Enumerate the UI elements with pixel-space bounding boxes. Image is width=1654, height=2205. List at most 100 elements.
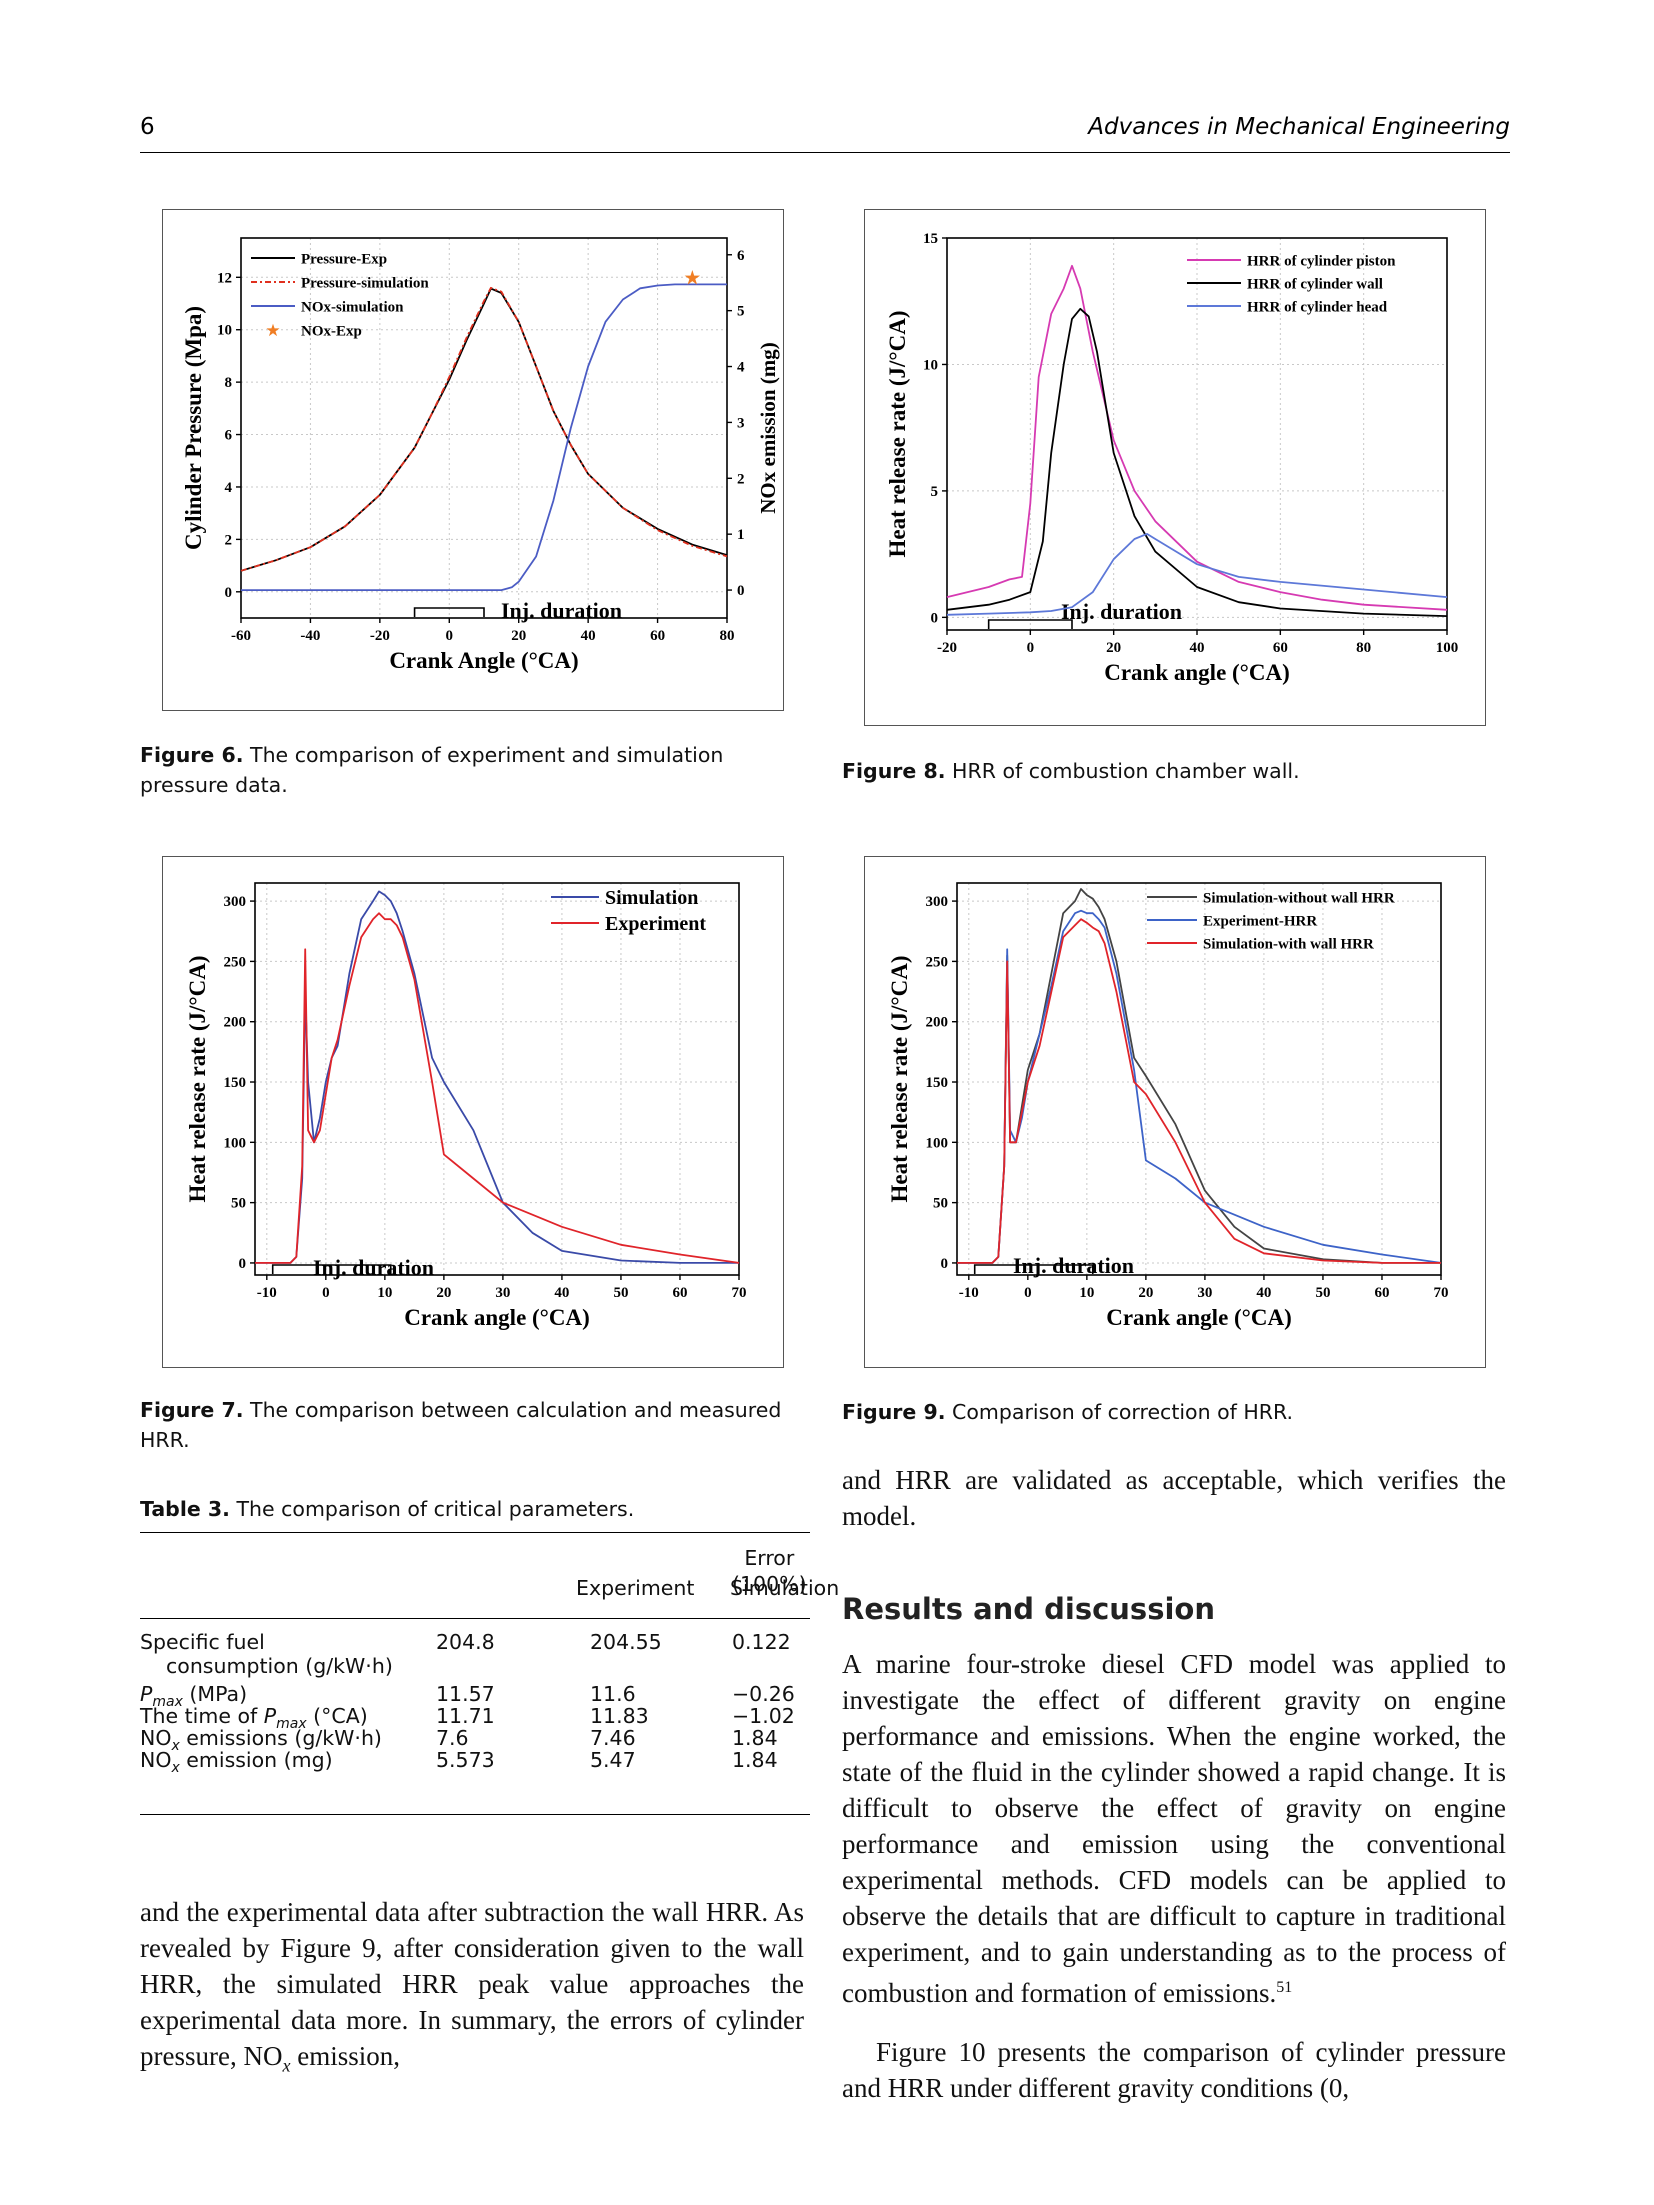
x-axis-label: Crank Angle (°CA) (389, 648, 578, 673)
y-tick-label: 2 (225, 532, 233, 548)
figure-6-caption-label: Figure 6. (140, 743, 244, 767)
figure-9: -10 0 10 20 30 40 50 60 70 0 50 100 150 200 250 300 Cran… (864, 856, 1486, 1368)
x-axis-label: Crank angle (°CA) (1106, 1305, 1292, 1330)
y-tick-label: 0 (941, 1256, 949, 1272)
table-cell-exp: 7.6 (436, 1726, 469, 1750)
y2-axis-label: NOx emission (mg) (756, 342, 780, 514)
x-tick-label: 20 (1106, 640, 1121, 656)
table-cell-exp: 5.573 (436, 1748, 495, 1772)
table-bottom-rule (140, 1814, 810, 1815)
x-tick-label: 60 (650, 628, 665, 644)
figure-7-caption-text: The comparison between calculation and m… (140, 1398, 782, 1452)
table-cell-sim: 204.55 (590, 1630, 662, 1654)
table-cell-err: 1.84 (732, 1748, 778, 1772)
table-header-simulation: Simulation (730, 1576, 840, 1600)
left-paragraph-subscript: x (282, 2055, 291, 2076)
figure-7-caption: Figure 7. The comparison between calcula… (140, 1395, 800, 1455)
page-header: 6 Advances in Mechanical Engineering (140, 114, 1510, 153)
y-axis-label: Cylinder Pressure (Mpa) (181, 306, 206, 550)
left-paragraph-text: and the experimental data after subtract… (140, 1897, 804, 2071)
table-header-error: Error (100%) (732, 1546, 807, 1596)
x-tick-label: 0 (1027, 640, 1035, 656)
legend-marker: ★ (265, 321, 280, 341)
y-tick-label: 0 (225, 585, 233, 601)
legend-label: NOx-Exp (301, 323, 362, 339)
x-tick-label: 30 (1197, 1285, 1212, 1301)
figure-9-caption-label: Figure 9. (842, 1400, 946, 1424)
y-tick-label: 150 (926, 1075, 949, 1091)
y-axis-label: Heat release rate (J/°CA) (885, 311, 910, 558)
table-row-label: Pmax (MPa) (140, 1682, 248, 1711)
y-tick-label: 12 (217, 270, 232, 286)
x-tick-label: 40 (554, 1285, 569, 1301)
figure-6-caption-text: The comparison of experiment and simulat… (140, 743, 724, 797)
table-cell-exp: 11.71 (436, 1704, 495, 1728)
figure-9-caption: Figure 9. Comparison of correction of HR… (842, 1397, 1502, 1427)
left-paragraph-end: emission, (290, 2041, 400, 2071)
x-tick-label: 30 (495, 1285, 510, 1301)
legend-label: Simulation-with wall HRR (1203, 936, 1374, 952)
x-tick-label: 70 (732, 1285, 747, 1301)
legend-label: Pressure-Exp (301, 251, 387, 267)
y2-tick-label: 3 (737, 415, 745, 431)
injection-bracket (413, 607, 485, 617)
y2-tick-label: 6 (737, 248, 745, 264)
y-tick-label: 5 (931, 484, 939, 500)
right-paragraph-1-ref: 51 (1276, 1979, 1293, 1996)
table-cell-exp: 11.57 (436, 1682, 495, 1706)
right-paragraph-2-text: Figure 10 presents the comparison of cyl… (842, 2037, 1506, 2103)
table-3-caption: Table 3. The comparison of critical para… (140, 1494, 810, 1524)
figure-8-caption-text: HRR of combustion chamber wall. (952, 759, 1300, 783)
y-tick-label: 100 (926, 1135, 949, 1151)
injection-bracket (973, 1264, 1094, 1274)
series-marker: ★ (683, 266, 701, 290)
y-tick-label: 300 (926, 894, 949, 910)
series-line-2 (241, 283, 727, 592)
table-cell-sim: 7.46 (590, 1726, 636, 1750)
table-top-rule (140, 1532, 810, 1533)
y-tick-label: 15 (923, 231, 938, 247)
x-tick-label: 70 (1434, 1285, 1449, 1301)
figure-7: -10 0 10 20 30 40 50 60 70 0 50 100 150 200 250 300 Cran… (162, 856, 784, 1368)
right-intro-text: and HRR are validated as acceptable, whi… (842, 1465, 1506, 1531)
y-tick-label: 4 (225, 480, 233, 496)
table-3-caption-text: The comparison of critical parameters. (236, 1497, 635, 1521)
left-column-paragraph: and the experimental data after subtract… (140, 1894, 804, 2083)
y2-tick-label: 0 (737, 583, 745, 599)
x-tick-label: 10 (377, 1285, 392, 1301)
right-paragraph-1-text: A marine four-stroke diesel CFD model wa… (842, 1649, 1506, 2008)
x-tick-label: 60 (1374, 1285, 1389, 1301)
y-tick-label: 50 (231, 1196, 246, 1212)
legend-label: Simulation-without wall HRR (1203, 890, 1395, 906)
x-tick-label: 20 (436, 1285, 451, 1301)
injection-duration-label: Inj. duration (501, 598, 622, 623)
table-cell-err: 1.84 (732, 1726, 778, 1750)
right-column-intro-paragraph: and HRR are validated as acceptable, whi… (842, 1462, 1506, 1534)
figure-8-chart: -20 0 20 40 60 80 100 0 5 10 15 Crank angle (°CA) He… (885, 231, 1458, 685)
right-column-paragraph-2: Figure 10 presents the comparison of cyl… (842, 2034, 1506, 2106)
injection-duration-label: Inj. duration (1013, 1253, 1134, 1278)
x-axis-label: Crank angle (°CA) (404, 1305, 590, 1330)
x-tick-label: -20 (370, 628, 390, 644)
injection-bracket (271, 1264, 392, 1274)
legend-label: HRR of cylinder head (1247, 299, 1388, 315)
x-tick-label: 50 (1315, 1285, 1330, 1301)
x-tick-label: -60 (231, 628, 251, 644)
y-tick-label: 0 (931, 610, 939, 626)
x-tick-label: 50 (613, 1285, 628, 1301)
legend-label: HRR of cylinder wall (1247, 276, 1383, 292)
section-heading: Results and discussion (842, 1592, 1215, 1626)
x-tick-label: -10 (257, 1285, 277, 1301)
legend-label: Pressure-simulation (301, 275, 429, 291)
y2-tick-label: 4 (737, 360, 745, 376)
y-tick-label: 100 (224, 1135, 247, 1151)
figure-9-caption-text: Comparison of correction of HRR. (952, 1400, 1294, 1424)
plot-frame (956, 882, 1442, 1276)
table-cell-sim: 11.83 (590, 1704, 649, 1728)
x-tick-label: 0 (322, 1285, 330, 1301)
table-cell-sim: 11.6 (590, 1682, 636, 1706)
x-tick-label: 20 (1138, 1285, 1153, 1301)
y-tick-label: 200 (224, 1015, 247, 1031)
y-tick-label: 250 (224, 954, 247, 970)
table-cell-err: 0.122 (732, 1630, 791, 1654)
